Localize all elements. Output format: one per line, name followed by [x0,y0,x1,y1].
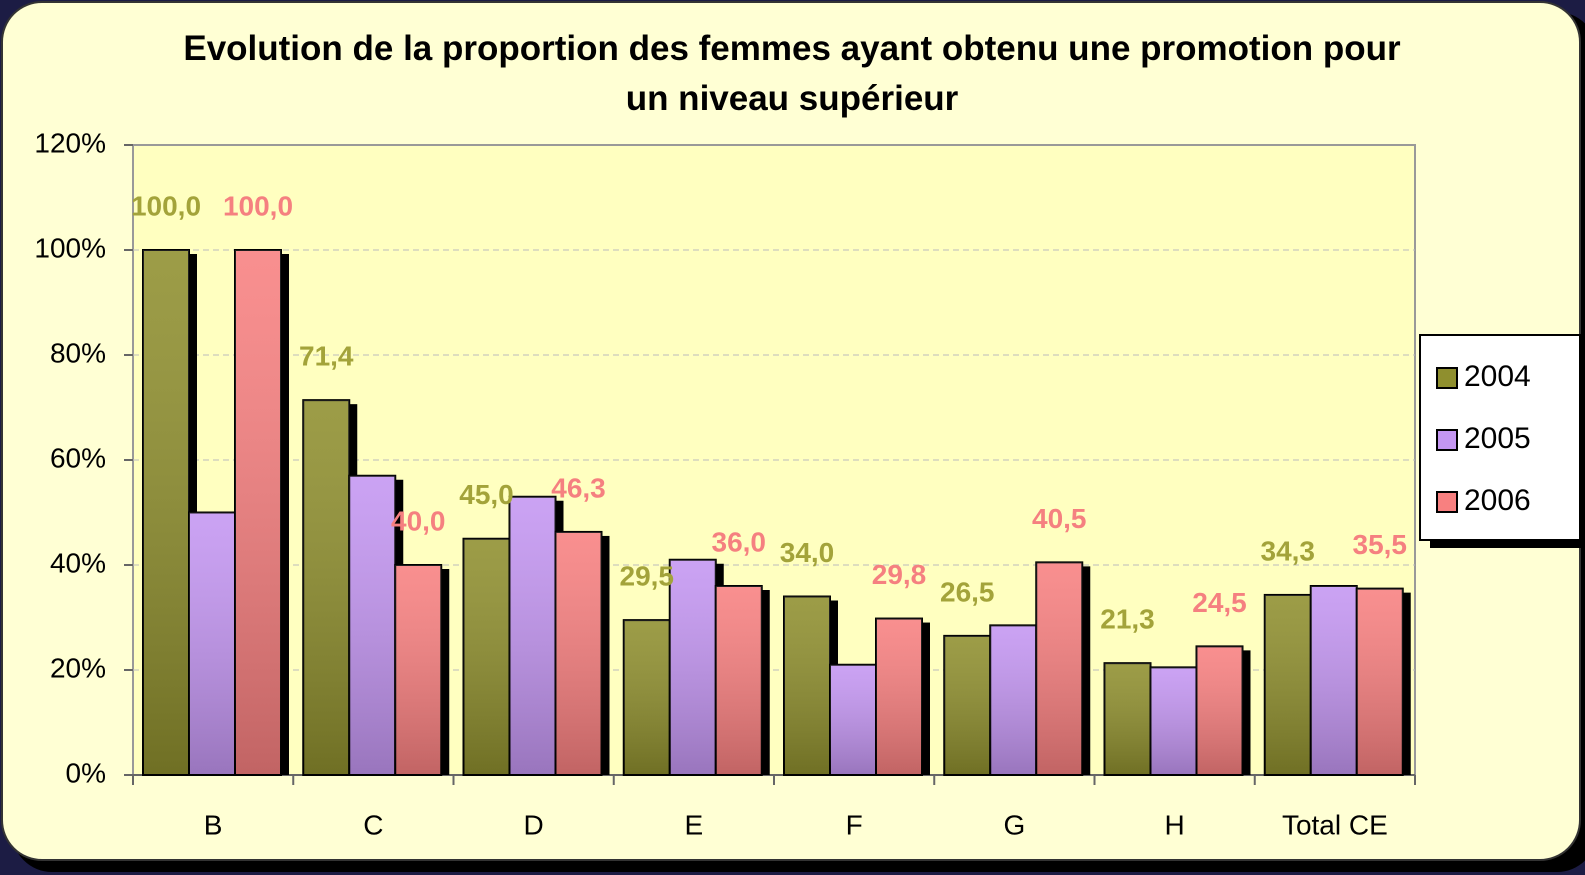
y-tick-label: 100% [34,232,106,263]
data-label: 45,0 [459,479,514,510]
bar-shade [623,620,670,775]
x-tick-label: H [1165,809,1185,840]
y-tick-label: 60% [50,442,106,473]
legend-swatch [1436,429,1458,451]
bar-shade [669,559,716,775]
bar-shade [349,475,396,775]
bar-shade [715,586,762,775]
x-tick-label: G [1003,809,1025,840]
bar-shade [1264,594,1311,775]
x-tick-label: C [363,809,383,840]
bar-shade [944,635,991,775]
data-label: 29,8 [872,559,927,590]
chart-title: Evolution de la proportion des femmes ay… [183,29,1401,118]
data-label: 40,5 [1032,503,1087,534]
legend-swatch [1436,491,1458,513]
data-label: 24,5 [1192,587,1247,618]
y-tick-label: 20% [50,652,106,683]
x-tick-label: F [846,809,863,840]
bar-shade [189,512,235,775]
data-label: 34,0 [780,537,835,568]
legend-swatch [1436,367,1458,389]
bar-shade [1036,562,1083,775]
bar-shade [990,625,1037,775]
bar-shade [555,531,602,775]
bar-shade [784,596,830,775]
data-label: 35,5 [1353,529,1408,560]
data-label: 29,5 [620,561,675,592]
bar-shade [303,400,350,775]
bar-shade [1356,588,1403,775]
legend-label: 2006 [1464,484,1531,517]
bar-shade [830,664,876,775]
x-tick-label: E [685,809,704,840]
data-label: 71,4 [299,341,354,372]
y-tick-label: 40% [50,547,106,578]
data-label: 40,0 [391,505,446,536]
data-label: 26,5 [940,576,995,607]
x-tick-label: D [524,809,544,840]
bar-shade [463,538,510,775]
data-label: 34,3 [1261,535,1316,566]
data-label: 100,0 [131,190,201,221]
data-label: 46,3 [551,472,606,503]
bar-shade [395,565,442,775]
bar-shade [235,250,281,775]
data-label: 21,3 [1100,604,1155,635]
bar-shade [1310,586,1357,775]
legend-label: 2004 [1464,360,1531,393]
y-tick-label: 0% [66,757,106,788]
y-tick-label: 120% [34,127,106,158]
x-tick-label: B [204,809,223,840]
bar-shade [1104,663,1151,775]
data-label: 36,0 [712,526,767,557]
bar-shade [876,618,922,775]
bar-shade [143,250,189,775]
legend-label: 2005 [1464,422,1531,455]
bar-shade [509,496,556,775]
bar-shade [1196,646,1243,775]
bar-shade [1150,667,1197,775]
data-label: 100,0 [223,190,293,221]
y-tick-label: 80% [50,337,106,368]
x-tick-label: Total CE [1282,809,1388,840]
